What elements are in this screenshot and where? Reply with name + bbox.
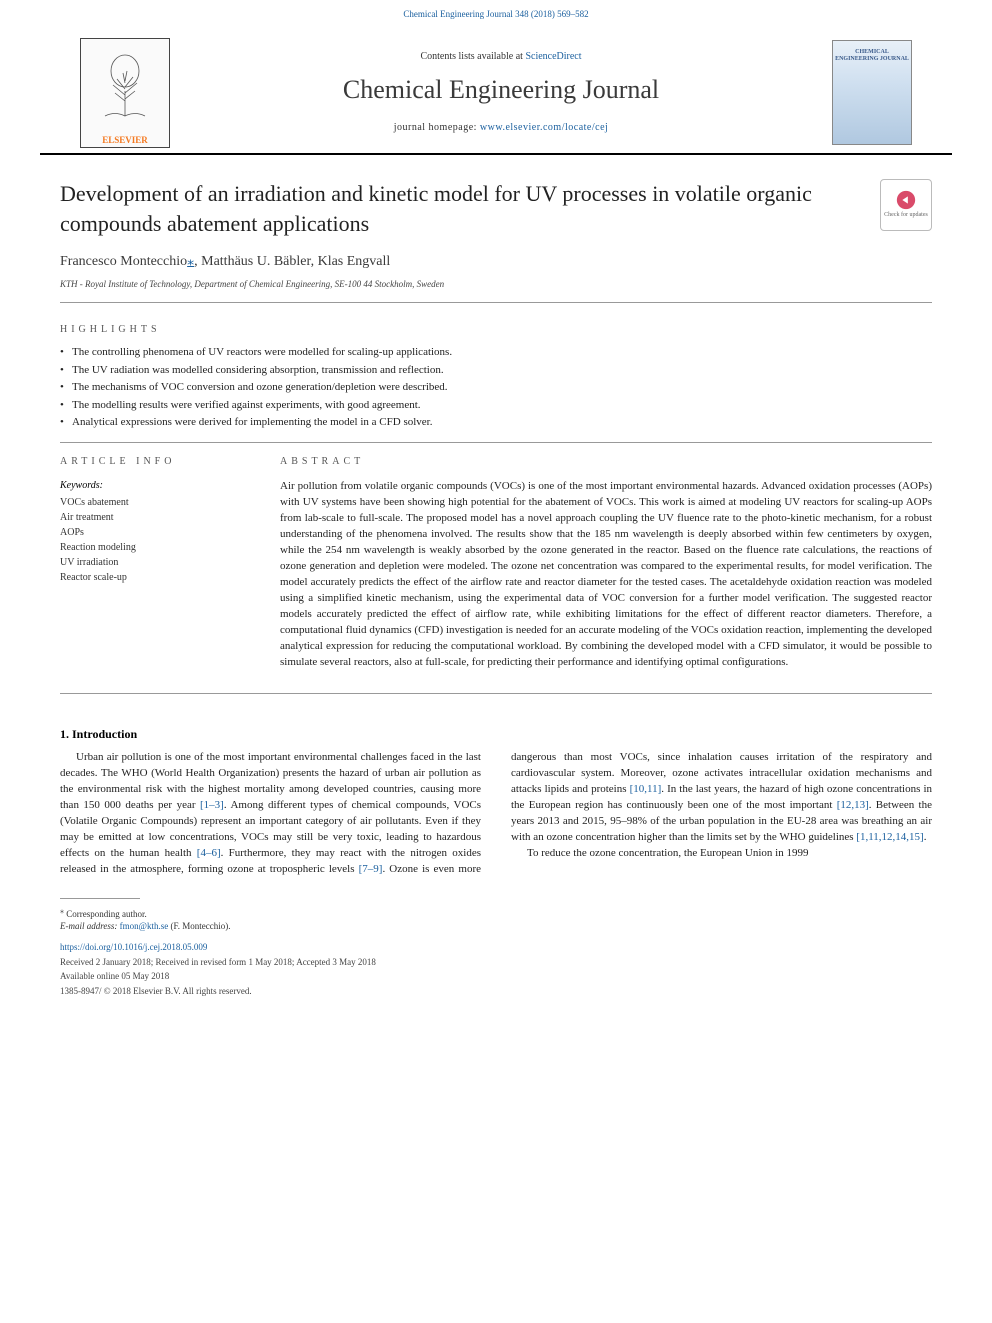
contents-prefix: Contents lists available at — [420, 51, 525, 62]
homepage-link[interactable]: www.elsevier.com/locate/cej — [480, 122, 608, 133]
keywords-list: VOCs abatement Air treatment AOPs Reacti… — [60, 495, 250, 585]
check-updates-badge[interactable]: Check for updates — [880, 179, 932, 231]
highlight-item: The UV radiation was modelled considerin… — [60, 363, 932, 378]
section-heading: 1. Introduction — [60, 726, 932, 743]
highlight-item: The modelling results were verified agai… — [60, 398, 932, 413]
journal-header: ELSEVIER Contents lists available at Sci… — [40, 25, 952, 155]
article-title: Development of an irradiation and kineti… — [60, 179, 868, 241]
elsevier-label: ELSEVIER — [102, 134, 148, 147]
citation-link[interactable]: [10,11] — [630, 783, 662, 795]
email-label: E-mail address: — [60, 921, 120, 931]
highlights-list: The controlling phenomena of UV reactors… — [60, 345, 932, 430]
footnote-rule — [60, 898, 140, 899]
citation-link[interactable]: [1,11,12,14,15] — [856, 831, 923, 843]
introduction-section: 1. Introduction Urban air pollution is o… — [0, 716, 992, 878]
elsevier-tree-icon — [95, 39, 155, 134]
citation-link[interactable]: [4–6] — [197, 847, 221, 859]
corr-text: Corresponding author. — [64, 909, 147, 919]
body-columns: Urban air pollution is one of the most i… — [60, 750, 932, 878]
check-updates-label: Check for updates — [884, 211, 928, 219]
homepage-prefix: journal homepage: — [394, 122, 480, 133]
corresponding-note: ⁎ Corresponding author. — [60, 905, 932, 921]
running-header: Chemical Engineering Journal 348 (2018) … — [0, 0, 992, 25]
keyword: Air treatment — [60, 510, 250, 525]
keyword: Reactor scale-up — [60, 570, 250, 585]
body-text: . — [924, 831, 927, 843]
citation-link[interactable]: [1–3] — [200, 799, 224, 811]
article-info-label: ARTICLE INFO — [60, 455, 250, 469]
keyword: AOPs — [60, 525, 250, 540]
elsevier-logo: ELSEVIER — [80, 38, 170, 148]
contents-line: Contents lists available at ScienceDirec… — [420, 50, 581, 64]
keyword: VOCs abatement — [60, 495, 250, 510]
abstract-text: Air pollution from volatile organic comp… — [280, 479, 932, 670]
body-text: . Furthermore, they may — [221, 847, 335, 859]
available-online: Available online 05 May 2018 — [60, 970, 932, 983]
citation-link[interactable]: [7–9] — [359, 863, 383, 875]
affiliation: KTH - Royal Institute of Technology, Dep… — [60, 278, 932, 291]
keywords-label: Keywords: — [60, 479, 250, 493]
article-info: ARTICLE INFO Keywords: VOCs abatement Ai… — [60, 455, 250, 670]
citation-link[interactable]: [12,13] — [837, 799, 869, 811]
article-history: Received 2 January 2018; Received in rev… — [60, 956, 932, 969]
divider — [60, 693, 932, 694]
journal-cover-title: CHEMICAL ENGINEERING JOURNAL — [833, 49, 911, 63]
highlight-item: The controlling phenomena of UV reactors… — [60, 345, 932, 360]
divider — [60, 442, 932, 443]
footer: ⁎ Corresponding author. E-mail address: … — [0, 878, 992, 1014]
highlights-section: HIGHLIGHTS The controlling phenomena of … — [60, 323, 932, 430]
journal-cover-thumbnail: CHEMICAL ENGINEERING JOURNAL — [832, 40, 912, 145]
highlight-item: The mechanisms of VOC conversion and ozo… — [60, 380, 932, 395]
journal-homepage: journal homepage: www.elsevier.com/locat… — [394, 121, 609, 135]
sciencedirect-link[interactable]: ScienceDirect — [525, 51, 581, 62]
body-paragraph: To reduce the ozone concentration, the E… — [511, 846, 932, 862]
abstract-label: ABSTRACT — [280, 455, 932, 469]
doi-link[interactable]: https://doi.org/10.1016/j.cej.2018.05.00… — [60, 942, 207, 952]
email-link[interactable]: fmon@kth.se — [120, 921, 169, 931]
divider — [60, 302, 932, 303]
author-first: Francesco Montecchio — [60, 254, 187, 269]
journal-name: Chemical Engineering Journal — [343, 72, 659, 108]
highlights-label: HIGHLIGHTS — [60, 323, 932, 337]
abstract: ABSTRACT Air pollution from volatile org… — [280, 455, 932, 670]
highlight-item: Analytical expressions were derived for … — [60, 415, 932, 430]
authors: Francesco Montecchio⁎, Matthäus U. Bäble… — [60, 252, 932, 272]
email-line: E-mail address: fmon@kth.se (F. Montecch… — [60, 920, 932, 933]
check-updates-icon — [895, 189, 917, 211]
copyright: 1385-8947/ © 2018 Elsevier B.V. All righ… — [60, 985, 932, 998]
keyword: UV irradiation — [60, 555, 250, 570]
keyword: Reaction modeling — [60, 540, 250, 555]
authors-rest: , Matthäus U. Bäbler, Klas Engvall — [194, 254, 390, 269]
email-suffix: (F. Montecchio). — [168, 921, 230, 931]
